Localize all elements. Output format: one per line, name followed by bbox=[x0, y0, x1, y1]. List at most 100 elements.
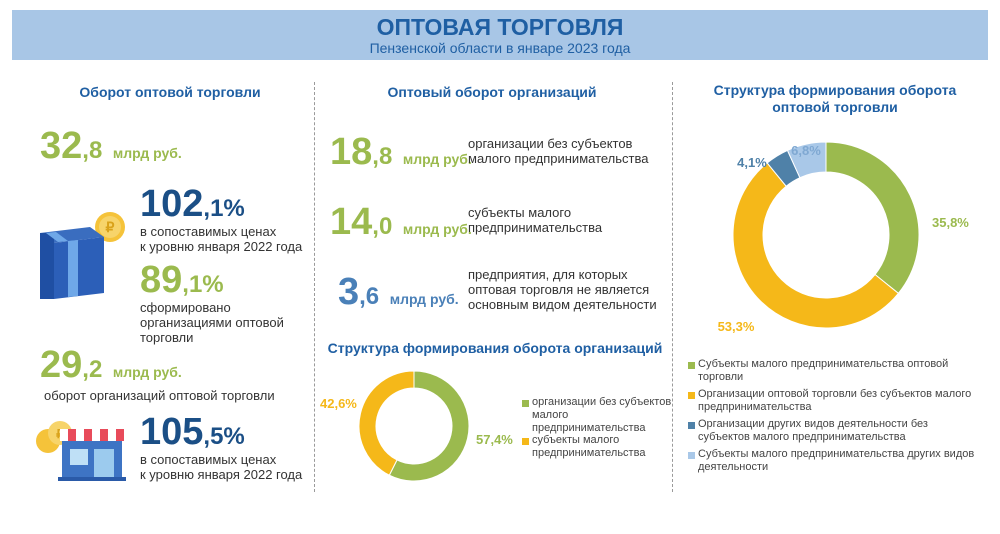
index1-text-line1: в сопоставимых ценах bbox=[140, 224, 277, 239]
col3-heading-line1: Структура формирования оборота bbox=[713, 82, 957, 98]
share-text-line3: торговли bbox=[140, 330, 194, 345]
wholesale-item-1-dec: ,8 bbox=[372, 143, 393, 170]
legend2-item-3: Организации других видов деятельности бе… bbox=[698, 418, 928, 444]
wholesale-donut-slice-2 bbox=[732, 162, 900, 329]
legend2-item-2-line2: предпринимательства bbox=[698, 401, 812, 413]
org-turnover-unit: млрд руб. bbox=[112, 364, 182, 380]
wholesale-item-1-value: 18,8 млрд руб. bbox=[330, 132, 472, 179]
share-text-line2: организациями оптовой bbox=[140, 315, 284, 330]
org-donut-slice-2 bbox=[358, 370, 415, 476]
legend1-item-1: организации без субъектов малого предпри… bbox=[532, 396, 671, 435]
index2-int: 105 bbox=[140, 411, 204, 453]
org-structure-donut-chart: 57,4% 42,6% bbox=[320, 370, 513, 482]
col3-heading: Структура формирования оборота оптовой т… bbox=[680, 82, 990, 116]
header-banner: ОПТОВАЯ ТОРГОВЛЯ Пензенской области в ян… bbox=[12, 10, 988, 60]
wholesale-item-2-int: 14 bbox=[330, 201, 373, 243]
divider-right bbox=[672, 82, 673, 492]
index1-text-line2: к уровню января 2022 года bbox=[140, 239, 303, 254]
legend2-item-2: Организации оптовой торговли без субъект… bbox=[698, 388, 971, 414]
index1-int: 102 bbox=[140, 183, 204, 225]
org-turnover-dec: ,2 bbox=[82, 356, 103, 383]
org-donut-data-label-2: 42,6% bbox=[320, 396, 357, 411]
turnover-dec: ,8 bbox=[82, 137, 103, 164]
share-dec: ,1% bbox=[182, 271, 224, 298]
legend1-item-1-line1: организации без субъектов bbox=[532, 396, 672, 408]
legend2-item-3-line1: Организации других видов деятельности бе… bbox=[698, 418, 928, 430]
wholesale-item-1-int: 18 bbox=[330, 131, 373, 173]
legend1-swatch-1 bbox=[522, 400, 529, 407]
wholesale-item-3-text-line3: основным видом деятельности bbox=[468, 297, 657, 312]
legend2-swatch-1 bbox=[688, 362, 695, 369]
legend1-item-1-line3: предпринимательства bbox=[532, 422, 646, 434]
index2-dec: ,5% bbox=[203, 423, 245, 450]
legend2-swatch-3 bbox=[688, 422, 695, 429]
legend2-item-3-line2: субъектов малого предпринимательства bbox=[698, 431, 906, 443]
legend2-item-1-line1: Субъекты малого предпринимательства опто… bbox=[698, 358, 949, 370]
legend2-item-4: Субъекты малого предпринимательства друг… bbox=[698, 448, 974, 474]
share-text: сформировано организациями оптовой торго… bbox=[140, 300, 284, 345]
index2-text-line2: к уровню января 2022 года bbox=[140, 467, 303, 482]
shop-icon: ₽ bbox=[36, 421, 126, 481]
wholesale-item-3-value: 3,6 млрд руб. bbox=[338, 272, 459, 319]
wholesale-item-1-text-line2: малого предпринимательства bbox=[468, 151, 649, 166]
legend2-item-1-line2: торговли bbox=[698, 371, 744, 383]
org-turnover-value: 29,2 млрд руб. bbox=[40, 345, 182, 392]
gift-box-icon: ₽ bbox=[40, 212, 125, 299]
col2-heading: Оптовый оборот организаций bbox=[387, 84, 597, 100]
org-turnover-int: 29 bbox=[40, 344, 83, 386]
wholesale-item-3-dec: ,6 bbox=[359, 283, 380, 310]
share-value: 89,1% bbox=[140, 260, 224, 305]
legend2-item-4-line1: Субъекты малого предпринимательства друг… bbox=[698, 448, 975, 460]
wholesale-item-2-unit: млрд руб. bbox=[402, 221, 472, 237]
wholesale-structure-donut-chart: 35,8% 53,3% 4,1% 6,8% bbox=[718, 141, 969, 334]
wholesale-item-2-value: 14,0 млрд руб. bbox=[330, 202, 472, 249]
index2-value: 105,5% bbox=[140, 412, 245, 457]
legend2-item-4-line2: деятельности bbox=[698, 461, 769, 473]
org-donut-data-label-1: 57,4% bbox=[476, 432, 513, 447]
wholesale-donut-slice-4 bbox=[786, 141, 827, 179]
wholesale-donut-data-label-2: 53,3% bbox=[718, 319, 755, 334]
index2-text: в сопоставимых ценах к уровню января 202… bbox=[140, 452, 302, 482]
share-text-line1: сформировано bbox=[140, 300, 231, 315]
legend1-item-2: субъекты малого предпринимательства bbox=[532, 434, 645, 460]
wholesale-item-3-int: 3 bbox=[338, 271, 360, 313]
legend2-swatch-4 bbox=[688, 452, 695, 459]
col3-heading-line2: оптовой торговли bbox=[772, 99, 898, 115]
legend1-swatch-2 bbox=[522, 438, 529, 445]
wholesale-item-1-text-line1: организации без субъектов bbox=[468, 136, 633, 151]
wholesale-item-1-text: организации без субъектов малого предпри… bbox=[468, 136, 649, 166]
index1-dec: ,1% bbox=[203, 195, 245, 222]
wholesale-donut-data-label-4: 6,8% bbox=[791, 143, 821, 158]
legend1-item-2-line2: предпринимательства bbox=[532, 447, 646, 459]
wholesale-donut-slice-1 bbox=[825, 141, 920, 295]
wholesale-item-2-text-line1: субъекты малого bbox=[468, 205, 572, 220]
legend2-item-1: Субъекты малого предпринимательства опто… bbox=[698, 358, 948, 384]
page-subtitle: Пензенской области в январе 2023 года bbox=[369, 40, 631, 56]
org-turnover-text: оборот организаций оптовой торговли bbox=[44, 388, 275, 403]
wholesale-item-3-text-line1: предприятия, для которых bbox=[468, 267, 628, 282]
index1-text: в сопоставимых ценах к уровню января 202… bbox=[140, 224, 302, 254]
legend1-item-1-line2: малого bbox=[532, 409, 569, 421]
org-structure-heading: Структура формирования оборота организац… bbox=[327, 340, 663, 356]
wholesale-item-2-text-line2: предпринимательства bbox=[468, 220, 603, 235]
page-title: ОПТОВАЯ ТОРГОВЛЯ bbox=[376, 14, 624, 40]
org-donut-slice-1 bbox=[388, 370, 470, 482]
legend2-item-2-line1: Организации оптовой торговли без субъект… bbox=[698, 388, 972, 400]
wholesale-item-2-text: субъекты малого предпринимательства bbox=[468, 205, 602, 235]
wholesale-item-3-unit: млрд руб. bbox=[389, 291, 459, 307]
wholesale-donut-data-label-1: 35,8% bbox=[932, 215, 969, 230]
wholesale-item-3-text-line2: оптовая торговля не является bbox=[468, 282, 650, 297]
wholesale-donut-data-label-3: 4,1% bbox=[737, 155, 767, 170]
legend1-item-2-line1: субъекты малого bbox=[532, 434, 620, 446]
wholesale-item-1-unit: млрд руб. bbox=[402, 151, 472, 167]
svg-text:₽: ₽ bbox=[106, 219, 115, 235]
turnover-value: 32,8 млрд руб. bbox=[40, 126, 182, 173]
divider-left bbox=[314, 82, 315, 492]
turnover-unit: млрд руб. bbox=[112, 145, 182, 161]
turnover-int: 32 bbox=[40, 125, 83, 167]
share-int: 89 bbox=[140, 259, 183, 301]
col1-heading: Оборот оптовой торговли bbox=[79, 84, 261, 100]
legend2-swatch-2 bbox=[688, 392, 695, 399]
index1-value: 102,1% bbox=[140, 184, 245, 229]
wholesale-item-3-text: предприятия, для которых оптовая торговл… bbox=[468, 267, 657, 312]
